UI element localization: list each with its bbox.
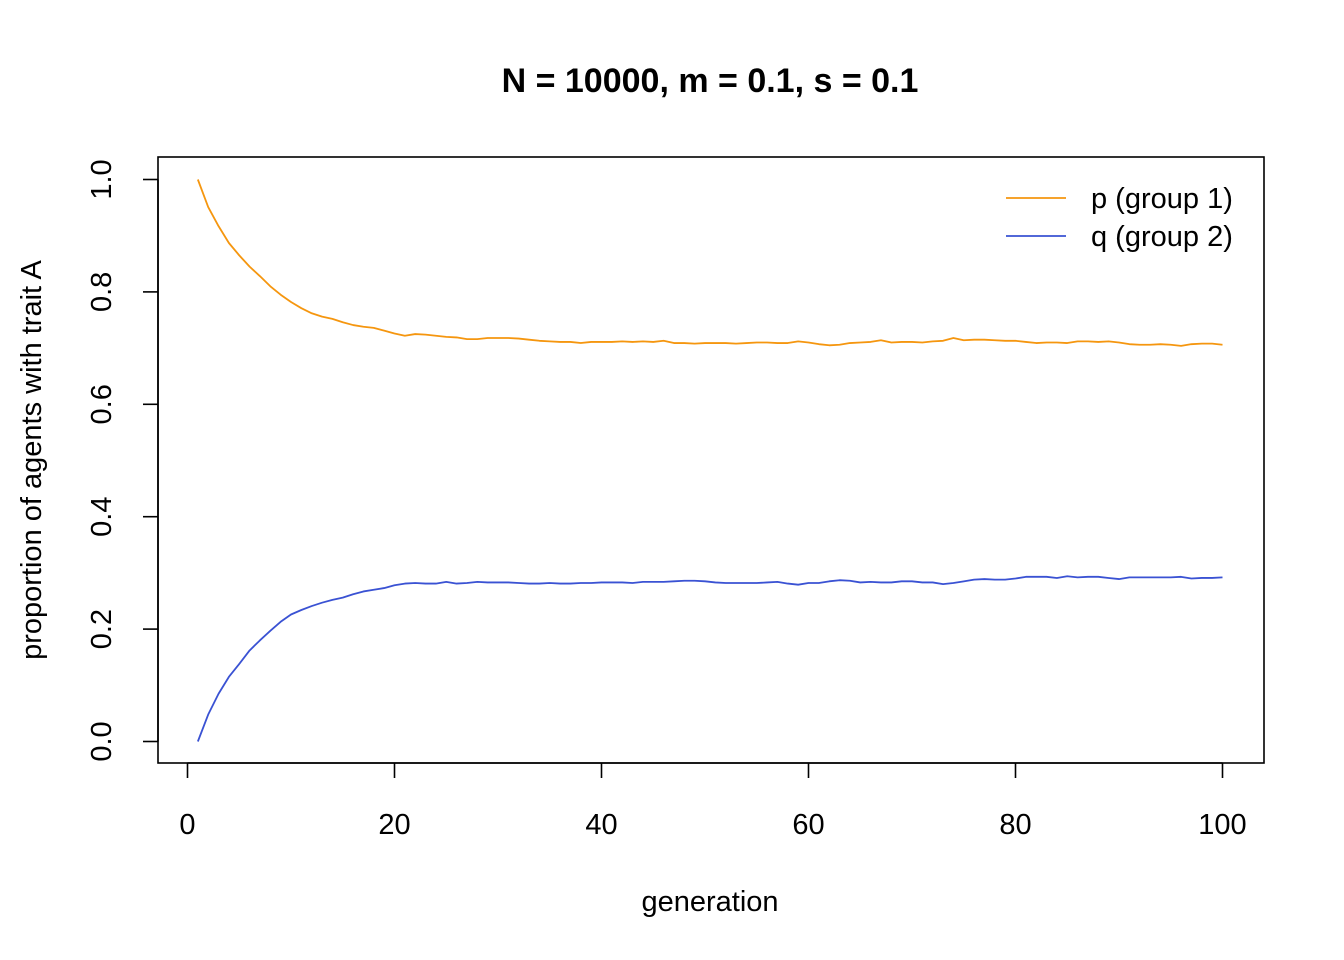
y-tick-label: 0.4 — [86, 497, 118, 537]
x-tick-label: 100 — [1198, 809, 1246, 841]
x-axis: 0 20 40 60 80 100 — [179, 762, 1247, 841]
legend-label-2: q (group 2) — [1091, 221, 1233, 253]
y-tick-label: 0.8 — [86, 272, 118, 312]
series-layer — [197, 179, 1223, 742]
y-axis: 0.0 0.2 0.4 0.6 0.8 1.0 — [86, 159, 159, 762]
x-tick-label: 0 — [179, 809, 195, 841]
x-tick-label: 40 — [585, 809, 617, 841]
y-tick-label: 0.6 — [86, 384, 118, 424]
x-tick-label: 20 — [378, 809, 410, 841]
y-tick-label: 0.0 — [86, 721, 118, 761]
y-tick-label: 0.2 — [86, 609, 118, 649]
x-axis-label: generation — [641, 886, 778, 918]
legend-label-1: p (group 1) — [1091, 183, 1233, 215]
x-tick-label: 80 — [999, 809, 1031, 841]
series-line-2 — [197, 575, 1223, 742]
chart-title: N = 10000, m = 0.1, s = 0.1 — [502, 62, 919, 100]
series-line-1 — [197, 179, 1223, 347]
y-tick-label: 1.0 — [86, 159, 118, 199]
y-axis-label: proportion of agents with trait A — [16, 259, 48, 659]
x-tick-label: 60 — [792, 809, 824, 841]
legend: p (group 1) q (group 2) — [1006, 183, 1233, 253]
